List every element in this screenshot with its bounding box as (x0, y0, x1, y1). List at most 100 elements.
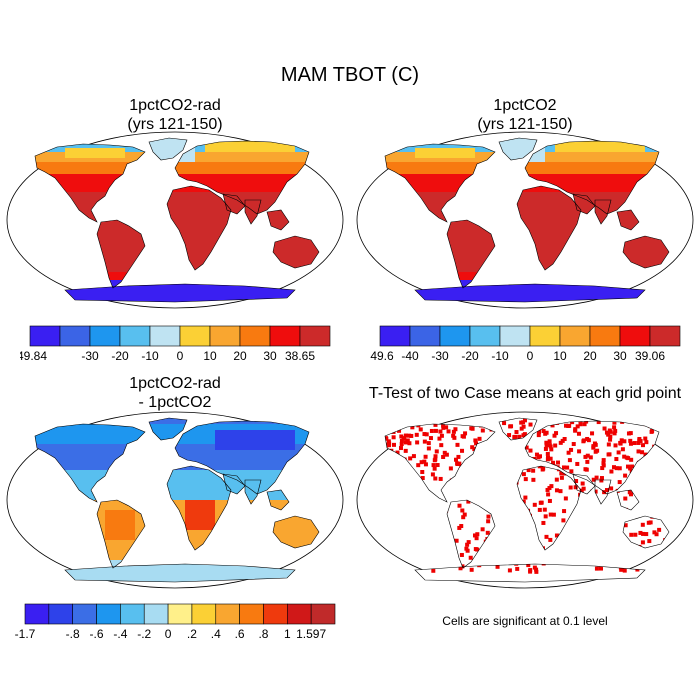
coastline-seAsia (266, 489, 290, 511)
coastline-india (244, 199, 262, 225)
colorbar-swatch (439, 325, 471, 347)
coastline-northAmerica (384, 143, 496, 223)
colorbar-tick-label: -40 (401, 349, 419, 363)
colorbar-swatch (529, 325, 561, 347)
figure-title: MAM TBOT (C) (280, 64, 420, 86)
coastline-africa (166, 185, 232, 271)
map-panel-3 (6, 411, 344, 589)
colorbar-swatch (287, 603, 312, 625)
colorbar-tick-label: -.4 (113, 627, 127, 641)
coastline-southAmerica (96, 219, 146, 289)
panel-3-title-line1: 1pctCO2-rad (129, 375, 221, 392)
colorbar-tick-label: -.2 (137, 627, 151, 641)
colorbar-swatch (589, 325, 621, 347)
coastline-northAmerica (384, 423, 496, 503)
coastline-greenland (498, 417, 538, 441)
coastline-arabia (222, 473, 246, 495)
colorbar-swatch (96, 603, 121, 625)
colorbar-swatch (409, 325, 441, 347)
coastline-eurasia (524, 420, 660, 495)
colorbar-tick-label: 30 (613, 349, 627, 363)
colorbar-tick-label: -49.6 (370, 349, 394, 363)
colorbar-panel-3: -1.7 -.8 -.6 -.4 -.2 0 .2 .4 .6 .8 1 1.597 (15, 603, 336, 641)
coastline-greenland (498, 137, 538, 161)
colorbar-tick-label: -30 (431, 349, 449, 363)
coastline-antarctica (64, 563, 296, 583)
coastline-antarctica (64, 283, 296, 303)
colorbar-tick-label: 39.06 (635, 349, 665, 363)
coastline-greenland (148, 137, 188, 161)
coastline-africa (516, 185, 582, 271)
colorbar-swatch (469, 325, 501, 347)
colorbar-tick-label: 10 (203, 349, 217, 363)
coastline-africa (166, 465, 232, 551)
coastline-arabia (572, 193, 596, 215)
coastline-seAsia (266, 209, 290, 231)
panel-1-title: 1pctCO2-rad (yrs 121-150) (35, 96, 315, 134)
panel-3-title-line2: - 1pctCO2 (138, 394, 212, 411)
colorbar-tick-label: .4 (211, 627, 221, 641)
colorbar-panel-1: -49.84 -30 -20 -10 0 10 20 30 38.65 (20, 325, 331, 363)
colorbar-tick-label: .2 (187, 627, 197, 641)
map-panel-2 (356, 131, 694, 309)
coastline-eurasia (174, 140, 310, 215)
coastline-india (594, 199, 612, 225)
colorbar-swatch (239, 603, 264, 625)
panel-2-title-line2: (yrs 121-150) (477, 116, 573, 133)
colorbar-swatch (59, 325, 91, 347)
colorbar-tick-label: 30 (263, 349, 277, 363)
panel-1-title-line2: (yrs 121-150) (127, 116, 223, 133)
coastline-australia (272, 235, 320, 269)
coastline-eurasia (174, 420, 310, 495)
panel-2-title: 1pctCO2 (yrs 121-150) (385, 96, 665, 134)
colorbar-tick-label: -10 (491, 349, 509, 363)
colorbar-swatch (143, 603, 169, 625)
coastline-seAsia (616, 489, 640, 511)
colorbar-swatch (619, 325, 651, 347)
colorbar-swatch (191, 603, 217, 625)
coastline-northAmerica (34, 143, 146, 223)
coastline-arabia (572, 473, 596, 495)
colorbar-tick-label: -.6 (90, 627, 104, 641)
panel-1-title-line1: 1pctCO2-rad (129, 97, 221, 114)
colorbar-tick-label: 1.597 (296, 627, 326, 641)
coastline-australia (622, 515, 670, 549)
coastline-antarctica (414, 283, 646, 303)
colorbar-swatch (559, 325, 591, 347)
colorbar-swatch (215, 603, 240, 625)
colorbar-tick-label: -10 (141, 349, 159, 363)
coastline-africa (516, 465, 582, 551)
panel-2-title-line1: 1pctCO2 (493, 97, 557, 114)
coastline-northAmerica (34, 423, 146, 503)
coastline-greenland (148, 417, 188, 441)
colorbar-tick-label: 20 (583, 349, 597, 363)
coastline-india (594, 479, 612, 505)
colorbar-tick-label: -20 (111, 349, 129, 363)
colorbar-swatch (167, 603, 193, 625)
colorbar-tick-label: -20 (461, 349, 479, 363)
colorbar-swatch (72, 603, 97, 625)
colorbar-tick-label: 1 (284, 627, 291, 641)
map-panel-1 (6, 131, 344, 309)
colorbar-tick-label: .6 (235, 627, 245, 641)
colorbar-swatch (48, 603, 73, 625)
colorbar-tick-label: 38.65 (285, 349, 315, 363)
colorbar-tick-label: -30 (81, 349, 99, 363)
coastline-arabia (222, 193, 246, 215)
colorbar-tick-label: -.8 (66, 627, 80, 641)
colorbar-tick-label: 0 (527, 349, 534, 363)
panel-3-title: 1pctCO2-rad - 1pctCO2 (35, 374, 315, 412)
coastline-australia (272, 515, 320, 549)
colorbar-panel-2: -49.6 -40 -30 -20 -10 0 10 20 30 39.06 (370, 325, 681, 363)
colorbar-swatch (263, 603, 288, 625)
colorbar-tick-label: 20 (233, 349, 247, 363)
coastline-eurasia (524, 140, 660, 215)
colorbar-swatch (119, 325, 151, 347)
colorbar-swatch (120, 603, 145, 625)
colorbar-tick-label: .8 (258, 627, 268, 641)
colorbar-tick-label: -1.7 (15, 627, 36, 641)
coastline-southAmerica (446, 499, 496, 569)
coastline-southAmerica (446, 219, 496, 289)
colorbar-swatch (310, 603, 336, 625)
colorbar-swatch (499, 325, 531, 347)
